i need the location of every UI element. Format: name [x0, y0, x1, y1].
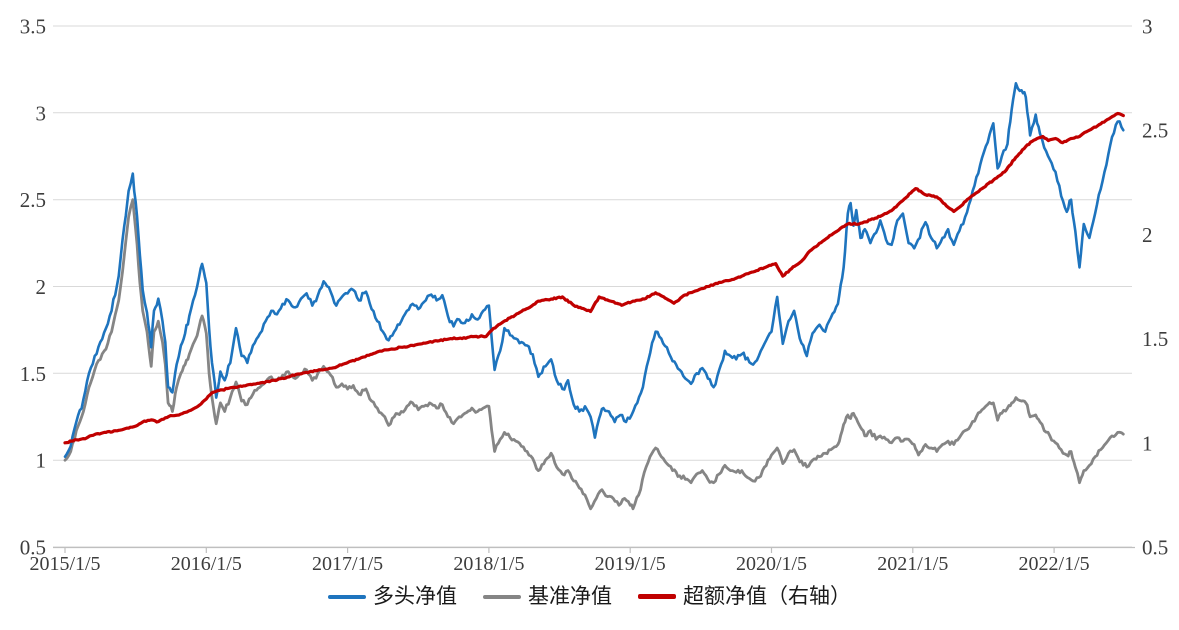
- x-axis-label: 2021/1/5: [877, 553, 948, 575]
- y-axis-right-label: 0.5: [1142, 536, 1168, 560]
- gridlines: [53, 25, 1132, 548]
- chart-legend: 多头净值 基准净值 超额净值（右轴）: [0, 586, 1179, 607]
- legend-label-excess-nav: 超额净值（右轴）: [683, 584, 851, 608]
- x-axis-label: 2019/1/5: [595, 553, 666, 575]
- y-axis-right-label: 2.5: [1142, 119, 1168, 143]
- y-axis-right-label: 1.5: [1142, 327, 1168, 351]
- x-axis-label: 2017/1/5: [312, 553, 383, 575]
- y-axis-right-label: 2: [1142, 223, 1153, 247]
- x-axis-label: 2022/1/5: [1019, 553, 1090, 575]
- x-axis-label: 2015/1/5: [29, 553, 100, 575]
- y-axis-left-label: 3: [36, 101, 47, 125]
- series-line-benchmark-nav: [63, 198, 1125, 511]
- x-axis: [53, 546, 1135, 553]
- x-axis-label: 2016/1/5: [171, 553, 242, 575]
- legend-swatch-excess-nav: [638, 594, 676, 599]
- y-axis-left-label: 3.5: [20, 15, 46, 39]
- x-axis-label: 2018/1/5: [453, 553, 524, 575]
- y-axis-left-label: 1: [36, 449, 47, 473]
- legend-label-benchmark-nav: 基准净值: [528, 584, 612, 608]
- series-line-excess-nav: [63, 111, 1125, 445]
- x-axis-label: 2020/1/5: [736, 553, 807, 575]
- legend-label-long-nav: 多头净值: [373, 584, 457, 608]
- series-line-long-nav: [63, 82, 1125, 458]
- legend-item-long-nav: 多头净值: [328, 586, 457, 607]
- legend-item-excess-nav: 超额净值（右轴）: [638, 586, 851, 607]
- y-axis-left-label: 2: [36, 275, 47, 299]
- y-axis-left-label: 2.5: [20, 188, 46, 212]
- y-axis-left-label: 0.5: [20, 536, 46, 560]
- y-axis-left-label: 1.5: [20, 362, 46, 386]
- y-axis-right-label: 1: [1142, 431, 1153, 455]
- legend-item-benchmark-nav: 基准净值: [483, 586, 612, 607]
- legend-swatch-benchmark-nav: [483, 594, 521, 599]
- y-axis-right-label: 3: [1142, 15, 1153, 39]
- legend-swatch-long-nav: [328, 594, 366, 599]
